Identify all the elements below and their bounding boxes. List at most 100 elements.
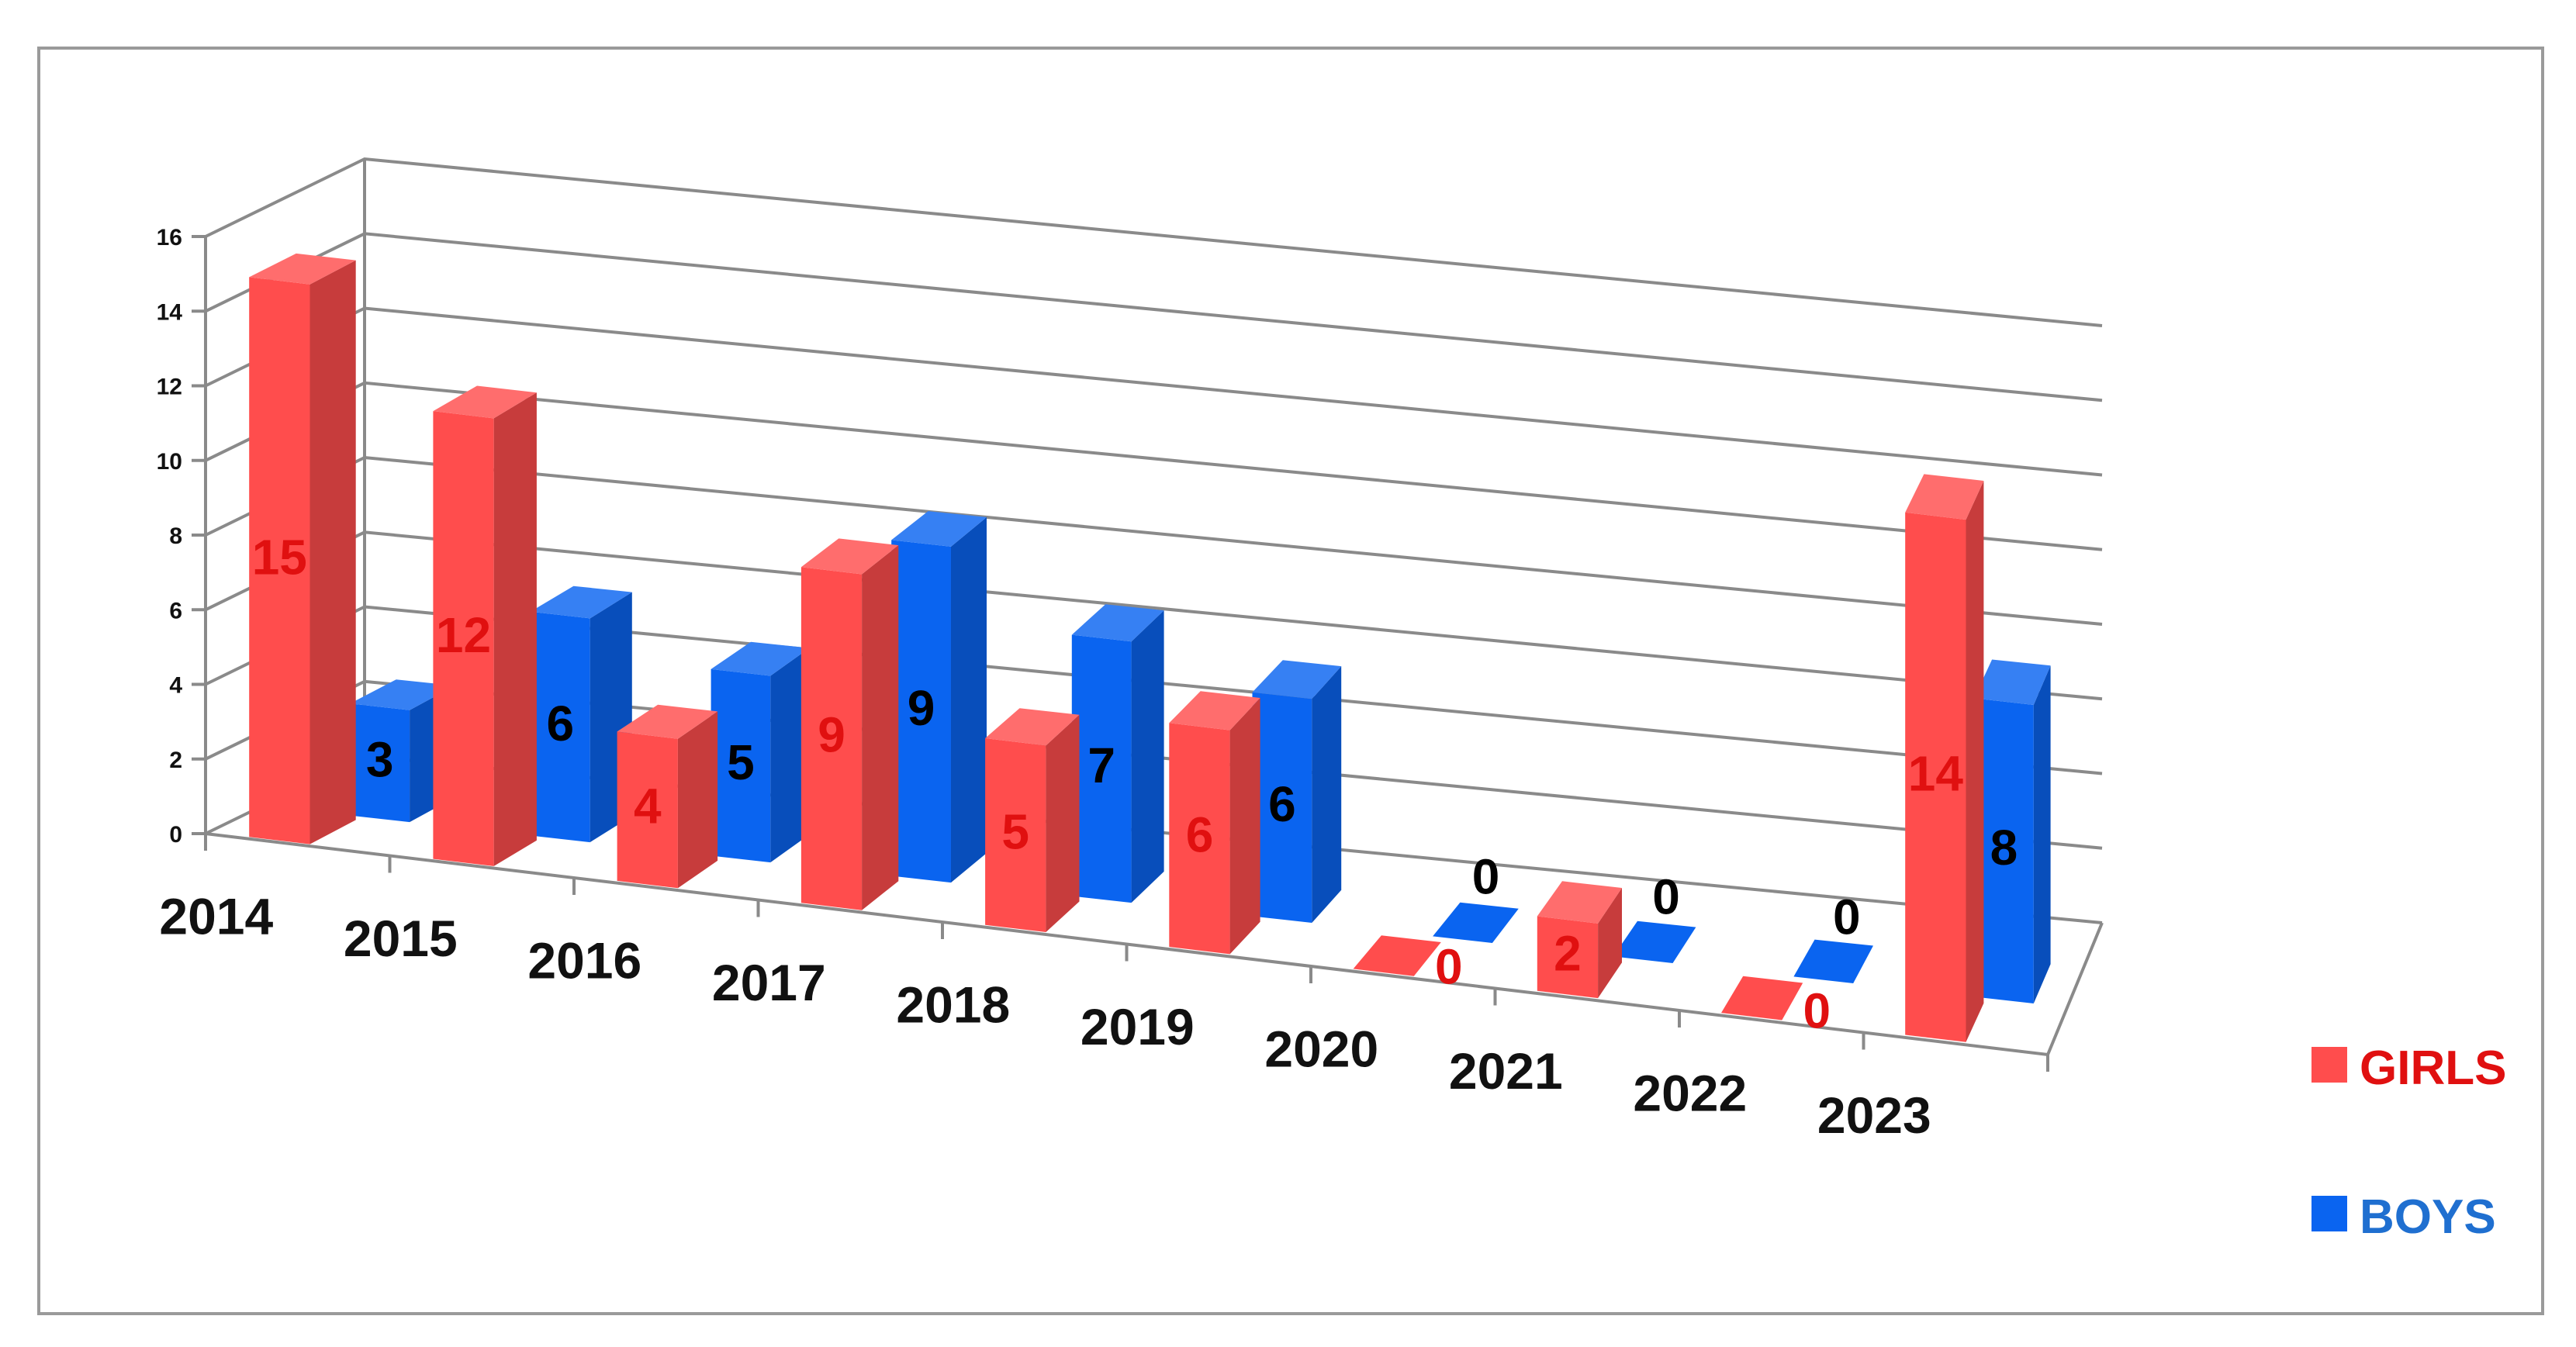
y-tick-label: 12 — [157, 375, 182, 400]
boys-bar-2017 — [891, 511, 987, 883]
bar-top-face — [1433, 902, 1519, 943]
boys-bar-2020 — [1433, 902, 1519, 943]
bar-top-face — [985, 708, 1080, 746]
bar-front-face — [1169, 723, 1230, 955]
x-tick-label: 2016 — [527, 931, 641, 989]
girls-value-label: 15 — [252, 529, 307, 585]
girls-value-label: 5 — [1001, 803, 1029, 859]
y-tick-label: 16 — [157, 225, 182, 250]
bar-top-face — [350, 679, 455, 710]
x-tick-label: 2015 — [344, 910, 458, 967]
boys-value-label: 9 — [908, 680, 935, 736]
bar-top-face — [1793, 939, 1873, 983]
bar-top-face — [1169, 691, 1260, 730]
legend-swatch — [2311, 1196, 2347, 1231]
bar-side-face — [1966, 481, 1984, 1042]
bar-front-face — [350, 703, 410, 823]
bar-front-face — [617, 731, 678, 889]
bar-side-face — [862, 545, 899, 910]
y-tick-label: 2 — [169, 748, 182, 773]
girls-value-label: 0 — [1803, 983, 1831, 1039]
y-tick-label: 10 — [157, 449, 182, 475]
girls-bar-2023 — [1905, 474, 1984, 1042]
bar-side-face — [1312, 666, 1342, 923]
y-axis-ticks: 0 2 4 6 8 10 12 14 16 — [157, 225, 183, 848]
girls-bar-2018 — [985, 708, 1080, 932]
bar-side-face — [493, 392, 537, 866]
bar-front-face — [891, 540, 951, 883]
boys-bar-2019 — [1252, 660, 1342, 923]
x-tick-label: 2021 — [1449, 1042, 1563, 1100]
girls-value-label: 6 — [1186, 807, 1214, 863]
bar-top-face — [1974, 659, 2051, 705]
boys-value-label: 6 — [547, 696, 575, 751]
girls-bar-2016 — [617, 704, 718, 889]
boys-value-label: 3 — [366, 731, 394, 787]
bar-top-face — [1905, 474, 1984, 520]
y-tick-label: 14 — [157, 299, 183, 325]
girls-value-label: 12 — [436, 607, 491, 663]
bar-top-face — [1613, 920, 1696, 963]
bar-top-face — [1252, 660, 1342, 699]
bar-front-face — [1252, 692, 1312, 923]
bar-top-face — [891, 511, 987, 547]
bar-top-face — [1721, 976, 1803, 1021]
girls-value-label: 14 — [1908, 746, 1964, 802]
boys-bar-2016 — [711, 641, 810, 863]
y-tick-label: 0 — [169, 822, 182, 848]
girls-bar-2021 — [1537, 881, 1622, 999]
girls-value-label: 9 — [818, 707, 845, 763]
legend: GIRLS BOYS — [2311, 1041, 2506, 1244]
boys-value-label: 0 — [1652, 869, 1680, 924]
boys-value-label: 8 — [1990, 820, 2018, 876]
bar-front-face — [1537, 916, 1599, 999]
bar-front-face — [1071, 634, 1132, 903]
x-tick-label: 2014 — [159, 887, 273, 945]
y-tick-label: 4 — [169, 673, 182, 699]
bar-front-face — [249, 277, 310, 844]
boys-bar-2023 — [1974, 659, 2051, 1003]
bar-top-face — [800, 538, 899, 575]
girls-bar-2020 — [1353, 935, 1441, 976]
bars — [249, 253, 2051, 1042]
girls-bar-2014 — [249, 253, 356, 844]
bar-top-face — [433, 385, 537, 419]
girls-bar-2017 — [800, 538, 899, 910]
bar-front-face — [800, 567, 863, 910]
girls-bar-2022 — [1721, 976, 1803, 1021]
bar-side-face — [1229, 698, 1260, 955]
bar-front-face — [530, 611, 590, 843]
legend-label: GIRLS — [2360, 1041, 2506, 1095]
boys-value-label: 6 — [1268, 776, 1296, 832]
bar-front-face — [1974, 698, 2034, 1003]
x-axis-ticks: 2014 2015 2016 2017 2018 2019 2020 2021 2022 2023 — [159, 887, 1931, 1144]
y-tick-label: 6 — [169, 598, 182, 623]
bar-top-face — [711, 641, 810, 676]
bar-side-face — [1131, 610, 1164, 903]
bar-side-face — [951, 516, 987, 883]
bar-side-face — [770, 648, 810, 863]
bar-side-face — [1598, 888, 1622, 999]
boys-value-label: 7 — [1087, 737, 1115, 793]
bar-top-face — [1071, 604, 1164, 642]
girls-bar-2015 — [433, 385, 537, 866]
gridline — [205, 232, 2103, 402]
x-tick-label: 2022 — [1633, 1064, 1747, 1121]
legend-item-girls: GIRLS — [2311, 1041, 2506, 1095]
bar-top-face — [530, 585, 632, 619]
bar-front-face — [1905, 512, 1966, 1042]
x-tick-label: 2019 — [1081, 998, 1195, 1055]
girls-value-label: 4 — [634, 779, 662, 834]
girls-bar-2019 — [1169, 691, 1260, 955]
axes — [192, 159, 2104, 1072]
legend-swatch — [2311, 1047, 2347, 1083]
legend-item-boys: BOYS — [2311, 1190, 2496, 1244]
boys-value-label: 5 — [727, 734, 755, 790]
bar-side-face — [2033, 665, 2051, 1003]
boys-bar-2021 — [1613, 920, 1696, 963]
bar-top-face — [1537, 881, 1622, 924]
x-tick-label: 2020 — [1264, 1020, 1378, 1077]
boys-value-label: 0 — [1472, 848, 1500, 904]
